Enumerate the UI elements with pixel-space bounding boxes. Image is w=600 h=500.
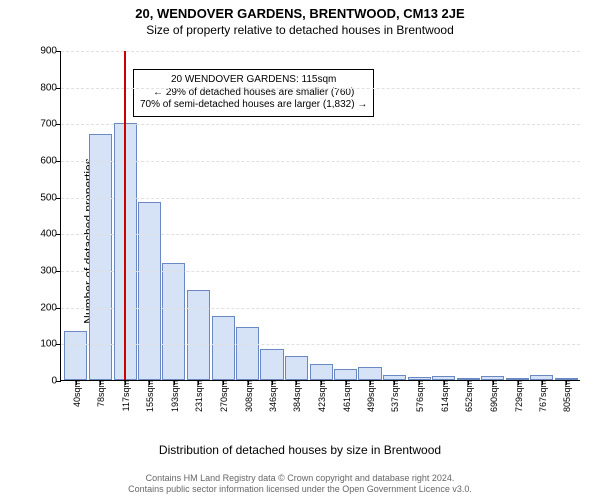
y-tick-label: 300 (40, 266, 61, 277)
histogram-bar (187, 290, 210, 380)
gridline (61, 344, 580, 345)
y-tick-label: 500 (40, 192, 61, 203)
x-tick-label: 729sqm (512, 380, 524, 412)
x-tick-label: 384sqm (290, 380, 302, 412)
x-tick-label: 690sqm (487, 380, 499, 412)
histogram-bar (212, 316, 235, 380)
gridline (61, 198, 580, 199)
x-tick-label: 423sqm (315, 380, 327, 412)
x-tick-label: 346sqm (266, 380, 278, 412)
histogram-bar (358, 367, 381, 380)
histogram-bar (64, 331, 87, 381)
annotation-line-3: 70% of semi-detached houses are larger (… (140, 99, 367, 112)
histogram-bar (334, 369, 357, 380)
histogram-bar (260, 349, 283, 380)
footer-line-2: Contains public sector information licen… (0, 484, 600, 496)
y-tick-label: 700 (40, 119, 61, 130)
plot-area: 20 WENDOVER GARDENS: 115sqm ← 29% of det… (60, 51, 580, 381)
page-title: 20, WENDOVER GARDENS, BRENTWOOD, CM13 2J… (0, 0, 600, 21)
gridline (61, 308, 580, 309)
chart-container: 20, WENDOVER GARDENS, BRENTWOOD, CM13 2J… (0, 0, 600, 500)
x-tick-label: 461sqm (340, 380, 352, 412)
gridline (61, 161, 580, 162)
x-tick-label: 270sqm (217, 380, 229, 412)
x-tick-label: 652sqm (462, 380, 474, 412)
histogram-bar (310, 364, 333, 381)
x-tick-label: 805sqm (560, 380, 572, 412)
annotation-line-1: 20 WENDOVER GARDENS: 115sqm (140, 74, 367, 87)
y-tick-label: 200 (40, 302, 61, 313)
histogram-bar (162, 263, 185, 380)
reference-line (124, 51, 126, 380)
histogram-bar (236, 327, 259, 380)
chart-area: Number of detached properties 20 WENDOVE… (0, 41, 600, 441)
x-tick-label: 767sqm (536, 380, 548, 412)
y-tick-label: 100 (40, 339, 61, 350)
y-tick-label: 0 (51, 376, 61, 387)
x-tick-label: 155sqm (143, 380, 155, 412)
histogram-bar (138, 202, 161, 380)
x-tick-label: 40sqm (70, 380, 82, 407)
x-tick-label: 537sqm (388, 380, 400, 412)
x-tick-label: 499sqm (364, 380, 376, 412)
histogram-bar (89, 134, 112, 380)
annotation-box: 20 WENDOVER GARDENS: 115sqm ← 29% of det… (133, 69, 374, 117)
gridline (61, 51, 580, 52)
x-tick-label: 614sqm (438, 380, 450, 412)
x-tick-label: 576sqm (413, 380, 425, 412)
x-tick-label: 231sqm (192, 380, 204, 412)
footer-line-1: Contains HM Land Registry data © Crown c… (0, 473, 600, 485)
y-tick-label: 800 (40, 82, 61, 93)
x-tick-label: 78sqm (94, 380, 106, 407)
x-tick-label: 193sqm (168, 380, 180, 412)
chart-subtitle: Size of property relative to detached ho… (0, 21, 600, 41)
gridline (61, 271, 580, 272)
histogram-bar (285, 356, 308, 380)
x-tick-label: 117sqm (119, 380, 131, 411)
y-tick-label: 600 (40, 156, 61, 167)
gridline (61, 124, 580, 125)
footer: Contains HM Land Registry data © Crown c… (0, 473, 600, 496)
x-axis-label: Distribution of detached houses by size … (0, 441, 600, 457)
x-tick-label: 308sqm (242, 380, 254, 412)
y-tick-label: 900 (40, 46, 61, 57)
gridline (61, 234, 580, 235)
y-tick-label: 400 (40, 229, 61, 240)
gridline (61, 88, 580, 89)
